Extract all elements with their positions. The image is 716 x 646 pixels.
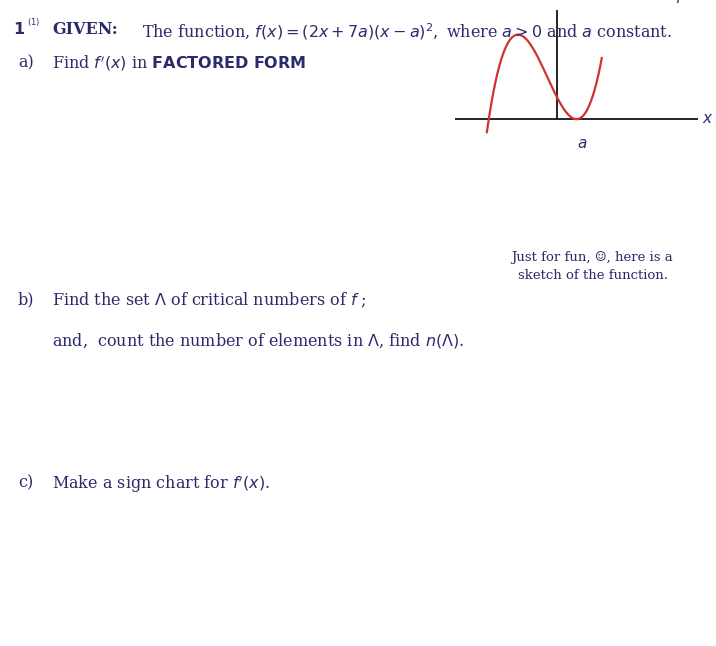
Text: ${}^{(1)}$: ${}^{(1)}$ — [27, 19, 40, 32]
Text: The function, $f(x) = (2x + 7a)(x - a)^2,$ where $a > 0$ and $a$ constant.: The function, $f(x) = (2x + 7a)(x - a)^2… — [142, 21, 672, 42]
Text: c): c) — [18, 474, 33, 491]
Text: Find the set $\Lambda$ of critical numbers of $f$ ;: Find the set $\Lambda$ of critical numbe… — [52, 291, 367, 310]
Text: Find $f'(x)$ in $\mathbf{FACTORED\ FORM}$: Find $f'(x)$ in $\mathbf{FACTORED\ FORM}… — [52, 54, 306, 73]
Text: Just for fun, ☺, here is a
sketch of the function.: Just for fun, ☺, here is a sketch of the… — [512, 251, 673, 282]
Text: b): b) — [18, 291, 34, 308]
Text: $\mathbf{1}$: $\mathbf{1}$ — [13, 21, 25, 38]
Text: Make a sign chart for $f'(x)$.: Make a sign chart for $f'(x)$. — [52, 474, 270, 495]
Text: a): a) — [18, 54, 34, 71]
Text: $x$: $x$ — [702, 112, 714, 126]
Text: $f$: $f$ — [675, 0, 684, 6]
Text: $a$: $a$ — [577, 137, 587, 151]
Text: GIVEN:: GIVEN: — [52, 21, 117, 38]
Text: and,  count the number of elements in $\Lambda$, find $n(\Lambda)$.: and, count the number of elements in $\L… — [52, 331, 465, 350]
